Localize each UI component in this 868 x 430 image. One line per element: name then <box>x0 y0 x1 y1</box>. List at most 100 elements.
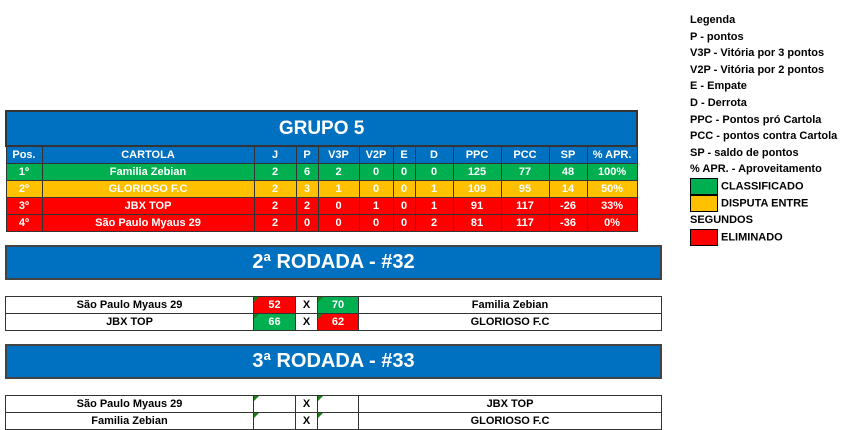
legend-item: PCC - pontos contra Cartola <box>690 130 838 143</box>
column-header: SP <box>548 145 588 164</box>
comment-marker-icon <box>318 297 323 302</box>
standings-cell: 50% <box>586 180 638 198</box>
match-row: Familia Zebian X GLORIOSO F.C <box>5 412 662 430</box>
legend-color-label: DISPUTA ENTRE SEGUNDOS <box>690 197 809 226</box>
column-header: E <box>392 145 416 164</box>
standings-cell: 2 <box>253 197 297 215</box>
home-score[interactable]: 66 <box>253 313 296 331</box>
legend-color-item: ELIMINADO <box>690 228 868 246</box>
standings-cell: -26 <box>548 197 588 215</box>
standings-cell: 33% <box>586 197 638 215</box>
legend-color-item: CLASSIFICADO <box>690 177 868 195</box>
round-3-matches: São Paulo Myaus 29 X JBX TOP Familia Zeb… <box>5 395 662 430</box>
match-row: São Paulo Myaus 29 52 X 70 Familia Zebia… <box>5 296 662 314</box>
standings-cell: 1 <box>414 197 454 215</box>
standings-cell: JBX TOP <box>41 197 255 215</box>
home-team: JBX TOP <box>5 313 254 331</box>
home-score[interactable]: 52 <box>253 296 296 314</box>
standings-cell: 0 <box>414 163 454 181</box>
standings-cell: 1 <box>317 180 360 198</box>
away-score[interactable] <box>317 395 359 413</box>
column-header: D <box>414 145 454 164</box>
standings-cell: 2 <box>317 163 360 181</box>
group-standings-table: GRUPO 5 Pos. CARTOLA J P V3P V2P E D PPC PCC SP% A… <box>4 110 639 232</box>
header-row: Pos. CARTOLA J P V3P V2P E D PPC PCC SP% APR. <box>5 145 638 164</box>
standings-cell: 0 <box>295 214 319 232</box>
standings-cell: 117 <box>500 214 550 232</box>
color-swatch <box>690 228 718 246</box>
column-header: J <box>253 145 297 164</box>
legend-item: SP - saldo de pontos <box>690 146 799 159</box>
versus-separator: X <box>295 296 318 314</box>
standings-cell: 0 <box>392 180 416 198</box>
legend-item: D - Derrota <box>690 96 747 109</box>
comment-marker-icon <box>318 413 323 418</box>
legend-color-label: CLASSIFICADO <box>721 180 804 193</box>
home-team: Familia Zebian <box>5 412 254 430</box>
versus-separator: X <box>295 395 318 413</box>
legend-color-label: ELIMINADO <box>721 230 783 243</box>
away-score[interactable]: 62 <box>317 313 359 331</box>
standings-cell: 2 <box>414 214 454 232</box>
standings-cell: 0 <box>358 163 394 181</box>
standings-cell: 0 <box>317 214 360 232</box>
standings-cell: 14 <box>548 180 588 198</box>
standings-cell: 81 <box>452 214 502 232</box>
column-header: PCC <box>500 145 550 164</box>
away-score-value: 70 <box>331 299 345 311</box>
round-3-banner: 3ª RODADA - #33 <box>5 344 662 379</box>
comment-marker-icon <box>318 396 323 401</box>
standings-cell: 0 <box>392 163 416 181</box>
away-score[interactable] <box>317 412 359 430</box>
standings-cell: 0 <box>392 214 416 232</box>
standings-cell: 0 <box>358 214 394 232</box>
away-team: GLORIOSO F.C <box>358 412 662 430</box>
legend-item: V2P - Vitória por 2 pontos <box>690 63 825 76</box>
standings-cell: 3 <box>295 180 319 198</box>
standings-cell: 2 <box>253 180 297 198</box>
standings-cell: 6 <box>295 163 319 181</box>
column-header: V2P <box>358 145 394 164</box>
home-team: São Paulo Myaus 29 <box>5 296 254 314</box>
standings-cell: 3º <box>5 197 43 215</box>
standings-cell: 1º <box>5 163 43 181</box>
column-header: % APR. <box>586 145 638 164</box>
comment-marker-icon <box>318 314 323 319</box>
legend-item: PPC - Pontos pró Cartola <box>690 113 822 126</box>
color-swatch <box>690 177 718 195</box>
standings-row: 2º GLORIOSO F.C 2 3 1 0 0 1 109 95 14 50% <box>5 180 638 198</box>
versus-separator: X <box>295 412 318 430</box>
standings-cell: 100% <box>586 163 638 181</box>
away-team: Familia Zebian <box>358 296 662 314</box>
home-score[interactable] <box>253 395 296 413</box>
comment-marker-icon <box>254 396 259 401</box>
standings-cell: 2º <box>5 180 43 198</box>
home-score-value: 66 <box>268 316 281 328</box>
column-header: P <box>295 145 319 164</box>
comment-marker-icon <box>254 413 259 418</box>
group-title: GRUPO 5 <box>4 110 639 147</box>
standings-cell: 125 <box>452 163 502 181</box>
home-score[interactable] <box>253 412 296 430</box>
column-header: Pos. <box>5 145 43 164</box>
match-row: JBX TOP 66 X 62 GLORIOSO F.C <box>5 313 662 331</box>
away-team: GLORIOSO F.C <box>358 313 662 331</box>
standings-cell: 2 <box>253 163 297 181</box>
column-header: PPC <box>452 145 502 164</box>
legend-item: P - pontos <box>690 30 744 43</box>
versus-separator: X <box>295 313 318 331</box>
round-2-banner: 2ª RODADA - #32 <box>5 245 662 280</box>
standings-cell: 95 <box>500 180 550 198</box>
standings-cell: GLORIOSO F.C <box>41 180 255 198</box>
standings-cell: 1 <box>358 197 394 215</box>
legend-color-item: DISPUTA ENTRE SEGUNDOS <box>690 194 868 229</box>
standings-cell: 0% <box>586 214 638 232</box>
standings-cell: 1 <box>414 180 454 198</box>
standings-cell: 0 <box>358 180 394 198</box>
legend-item: E - Empate <box>690 80 747 93</box>
round-2-matches: São Paulo Myaus 29 52 X 70 Familia Zebia… <box>5 296 662 331</box>
standings-cell: 91 <box>452 197 502 215</box>
away-score[interactable]: 70 <box>317 296 359 314</box>
standings-cell: 2 <box>253 214 297 232</box>
standings-row: 3º JBX TOP 2 2 0 1 0 1 91 117 -26 33% <box>5 197 638 215</box>
